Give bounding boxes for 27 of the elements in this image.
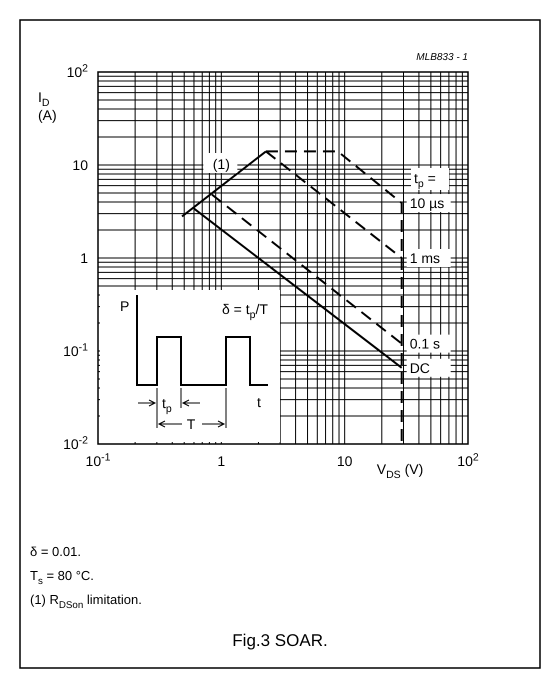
series-label: 0.1 s — [410, 336, 440, 352]
x-tick-label: 1 — [217, 453, 226, 469]
y-tick-label: 1 — [80, 250, 88, 266]
y-axis-title: I$_{D}$ (A) — [38, 89, 57, 124]
y-tick-label: 10$^{2}$ — [66, 62, 88, 80]
y-tick-label: 10$^{-2}$ — [63, 434, 88, 452]
text: δ = 0.01. — [30, 544, 81, 559]
series-label: 10 µs — [410, 195, 444, 212]
text: Fig.3 SOAR. — [232, 631, 328, 650]
series-label: DC — [410, 360, 430, 376]
x-axis-title: V$_{DS}$ (V) — [376, 461, 424, 482]
annotation: T — [186, 416, 196, 432]
y-tick-label: 10 — [72, 157, 88, 173]
series-label: 1 ms — [410, 250, 440, 266]
annotation: P — [120, 298, 130, 314]
x-tick-label: 10$^{2}$ — [457, 451, 479, 469]
text: (1) R$_{DSon}$ limitation. — [30, 592, 142, 611]
annotation: t$_{p}$ — [162, 395, 172, 416]
x-tick-label: 10$^{-1}$ — [86, 451, 111, 469]
x-tick-label: 10 — [336, 453, 353, 469]
text: T$_{s}$ = 80 °C. — [30, 568, 94, 587]
annotation: (1) — [212, 156, 230, 172]
y-tick-label: 10$^{-1}$ — [63, 341, 88, 359]
annotation: t — [257, 394, 261, 410]
text: MLB833 - 1 — [416, 52, 468, 63]
annotation: δ = t$_{p}$/T — [222, 301, 268, 322]
annotation: t$_{p}$ = — [414, 170, 436, 190]
